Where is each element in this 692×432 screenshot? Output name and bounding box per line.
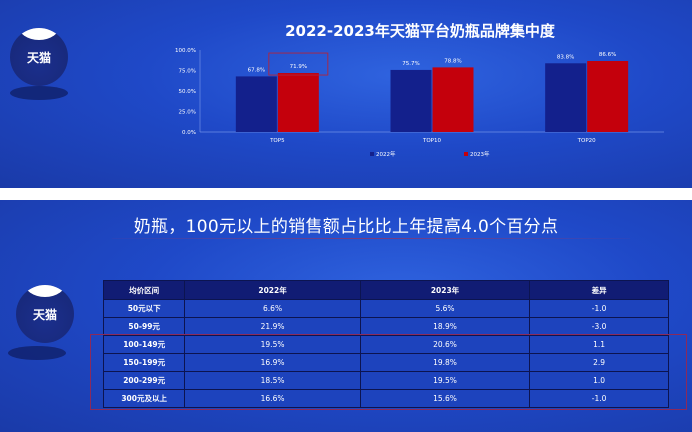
header-difference: 差异: [529, 280, 669, 300]
legend-label: 2022年: [376, 150, 396, 158]
cell-price-range: 300元及以上: [102, 389, 186, 408]
cell-2022: 19.5%: [184, 335, 361, 354]
cell-2022: 18.5%: [184, 371, 361, 390]
table-row: 50-99元 21.9% 18.9% -3.0: [102, 317, 669, 336]
tmall-logo: 天猫: [10, 28, 68, 86]
tmall-logo-text: 天猫: [32, 308, 57, 322]
legend-swatch: [464, 152, 468, 156]
data-label: 71.9%: [290, 64, 307, 70]
cell-difference: -3.0: [529, 317, 669, 336]
legend-swatch: [370, 152, 374, 156]
cell-price-range: 100-149元: [102, 335, 186, 354]
cell-price-range: 50-99元: [102, 317, 186, 336]
cell-difference: -1.0: [529, 389, 669, 408]
highlight-box: [268, 52, 329, 76]
bar-chart: 0.0% 25.0% 50.0% 75.0% 100.0% 67.8% 71.9% TOP5 7…: [175, 48, 664, 158]
cell-2023: 20.6%: [359, 335, 531, 354]
header-2022: 2022年: [184, 280, 361, 300]
table-panel: 奶瓶，100元以上的销售额占比比上年提高4.0个百分点 天猫 均价区间 2022…: [0, 200, 692, 432]
data-label: 67.8%: [248, 67, 265, 73]
headline-divider: [112, 238, 630, 239]
data-label: 83.8%: [557, 54, 574, 60]
chart-title: 2022-2023年天猫平台奶瓶品牌集中度: [285, 22, 555, 40]
highlight-box: [90, 334, 687, 410]
legend-label: 2023年: [470, 150, 490, 158]
x-tick-label: TOP20: [577, 138, 597, 144]
table-row: 200-299元 18.5% 19.5% 1.0: [102, 371, 669, 390]
y-tick-label: 25.0%: [179, 110, 196, 116]
bar: [587, 60, 629, 132]
bar: [432, 67, 474, 132]
cell-difference: 2.9: [529, 353, 669, 372]
cell-2023: 15.6%: [359, 389, 531, 408]
cell-2023: 19.8%: [359, 353, 531, 372]
table-header-row: 均价区间 2022年 2023年 差异: [102, 280, 669, 300]
table-row: 50元以下 6.6% 5.6% -1.0: [102, 299, 669, 318]
table-row: 300元及以上 16.6% 15.6% -1.0: [102, 389, 669, 408]
data-label: 78.8%: [444, 58, 461, 64]
bar: [277, 73, 319, 132]
cell-difference: -1.0: [529, 299, 669, 318]
price-range-table: 均价区间 2022年 2023年 差异 50元以下 6.6% 5.6% -1.0…: [102, 280, 669, 408]
cell-2022: 21.9%: [184, 317, 361, 336]
header-price-range: 均价区间: [102, 280, 186, 300]
tmall-logo: 天猫: [16, 285, 74, 343]
tmall-logo-text: 天猫: [26, 51, 51, 65]
table-row: 100-149元 19.5% 20.6% 1.1: [102, 335, 669, 354]
headline: 奶瓶，100元以上的销售额占比比上年提高4.0个百分点: [133, 217, 559, 237]
cell-2022: 6.6%: [184, 299, 361, 318]
cell-price-range: 50元以下: [102, 299, 186, 318]
y-tick-label: 75.0%: [179, 69, 196, 75]
bar: [390, 69, 432, 132]
data-label: 86.6%: [599, 52, 616, 58]
cell-2023: 5.6%: [359, 299, 531, 318]
x-tick-label: TOP5: [269, 138, 285, 144]
cell-2023: 19.5%: [359, 371, 531, 390]
logo-shadow: [10, 86, 68, 100]
y-tick-label: 50.0%: [179, 89, 196, 95]
cell-difference: 1.0: [529, 371, 669, 390]
cell-2022: 16.6%: [184, 389, 361, 408]
table-row: 150-199元 16.9% 19.8% 2.9: [102, 353, 669, 372]
bar: [545, 63, 587, 133]
logo-shadow: [8, 346, 66, 360]
y-tick-label: 100.0%: [175, 48, 196, 54]
x-tick-label: TOP10: [422, 138, 442, 144]
cell-price-range: 200-299元: [102, 371, 186, 390]
y-tick-label: 0.0%: [182, 130, 196, 136]
data-label: 75.7%: [402, 61, 419, 67]
header-2023: 2023年: [359, 280, 531, 300]
cell-2023: 18.9%: [359, 317, 531, 336]
chart-panel: 天猫 2022-2023年天猫平台奶瓶品牌集中度 0.0% 25.0% 50.0% 7…: [0, 0, 692, 188]
bar: [235, 76, 277, 132]
